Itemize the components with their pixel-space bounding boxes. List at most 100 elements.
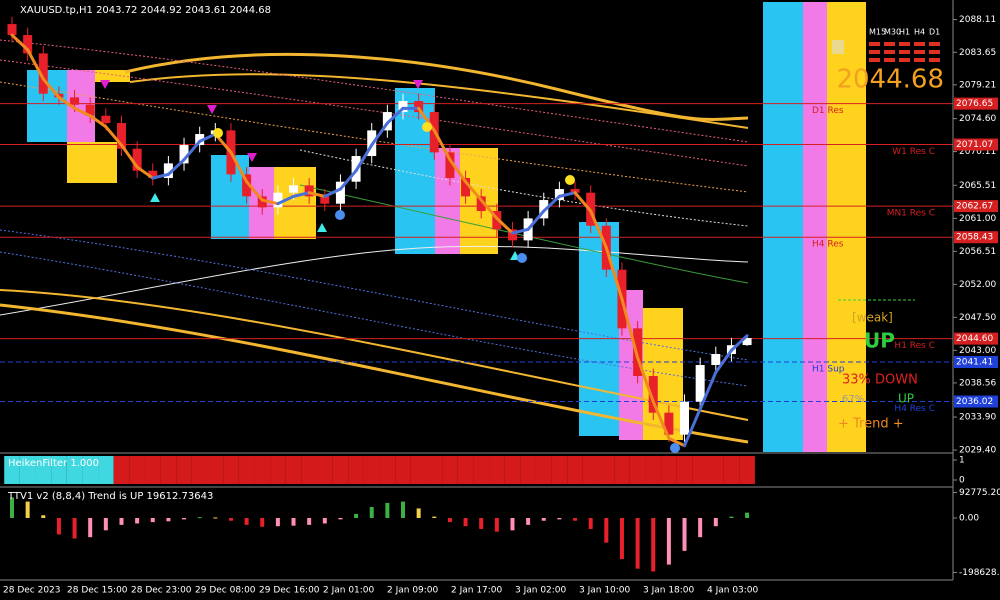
band-line	[0, 59, 749, 167]
x-tick-label: 2 Jan 17:00	[451, 586, 503, 596]
zone	[643, 308, 683, 440]
signal-segment	[385, 106, 405, 125]
oscillator-bar	[88, 518, 93, 538]
signal-segment	[464, 180, 483, 202]
dot	[335, 210, 345, 220]
signal-segment	[119, 143, 139, 169]
oscillator-bar	[635, 518, 640, 569]
candle-body	[445, 152, 455, 179]
oscillator-bar	[479, 518, 484, 529]
signal-segment	[73, 106, 92, 118]
state-bar	[160, 456, 177, 484]
price-tag-label: 2036.02	[956, 397, 993, 407]
zone	[95, 70, 130, 82]
timeframe-cell	[884, 58, 895, 62]
x-tick-label: 3 Jan 10:00	[579, 586, 631, 596]
oscillator-bar	[197, 517, 202, 519]
oscillator-bar	[573, 518, 578, 521]
state-bar	[35, 456, 52, 484]
oscillator-bar	[619, 518, 624, 560]
state-bar	[144, 456, 161, 484]
state-bar	[82, 456, 99, 484]
strength: [weak]	[852, 311, 893, 325]
y-tick-label: 2038.56	[959, 378, 996, 388]
current-price: 2044.68	[836, 65, 944, 95]
candle-body	[257, 196, 267, 208]
signal-segment	[667, 436, 687, 448]
timeframe-label: H1	[899, 28, 910, 37]
signal-segment	[323, 187, 342, 198]
oscillator-bar	[213, 517, 218, 519]
oscillator-bar	[385, 502, 390, 518]
envelopes	[0, 39, 915, 444]
signal-segment	[526, 209, 546, 231]
candle-body	[85, 104, 95, 116]
timeframe-cell	[884, 42, 895, 46]
pane-label: HeikenFilter 1.000	[8, 458, 99, 469]
y-tick-label: 2029.40	[959, 446, 996, 456]
x-tick-label: 4 Jan 03:00	[707, 586, 759, 596]
band-line	[0, 39, 749, 143]
oscillator-bar	[244, 518, 249, 525]
candle-body	[101, 115, 111, 124]
timeframe-cell	[869, 50, 880, 54]
y-tick-label: 2052.00	[959, 280, 996, 290]
state-bar	[207, 456, 224, 484]
band-line	[0, 289, 749, 421]
y-tick-label: 2088.11	[959, 15, 996, 25]
candle-body	[680, 401, 690, 435]
candle-body	[476, 196, 486, 212]
oscillator-bar	[291, 518, 296, 526]
timeframe-cell	[899, 50, 910, 54]
oscillator-bar	[447, 518, 452, 523]
y-tick-label: 2070.11	[959, 147, 996, 157]
candle-body	[695, 365, 705, 402]
state-bar	[598, 456, 615, 484]
signal-segment	[557, 191, 577, 198]
up-share: 67%	[842, 394, 864, 405]
timeframe-cell	[914, 42, 925, 46]
x-tick-label: 29 Dec 08:00	[195, 586, 256, 596]
state-bar	[317, 456, 333, 484]
y-tick-label: 2061.00	[959, 214, 996, 224]
price-tag	[954, 97, 998, 110]
x-tick-label: 28 Dec 2023	[3, 586, 61, 596]
oscillator-bar	[275, 518, 280, 527]
stripe	[803, 2, 827, 452]
candle-body	[461, 178, 471, 197]
band-line	[124, 52, 749, 121]
level-name: W1 Res C	[892, 147, 935, 157]
price-tag-label: 2058.43	[956, 233, 993, 243]
x-tick-label: 3 Jan 02:00	[515, 586, 567, 596]
dot	[517, 253, 527, 263]
oscillator-bar	[25, 501, 30, 518]
candle-body	[273, 192, 283, 208]
candle-body	[70, 97, 80, 105]
candle-body	[23, 35, 33, 54]
state-bar	[98, 456, 114, 484]
candle-body	[289, 185, 299, 193]
oscillator-bar	[494, 518, 499, 532]
level-name: MN1 Res C	[887, 209, 935, 219]
x-tick-label: 2 Jan 01:00	[323, 586, 375, 596]
state-bar	[113, 456, 130, 484]
state-bar	[426, 456, 443, 484]
arrow-down	[413, 80, 423, 89]
oscillator-bar	[541, 518, 546, 521]
oscillator-bar	[557, 518, 562, 520]
state-bar	[348, 456, 364, 484]
oscillator-bar	[510, 518, 515, 531]
level-name: D1 Res	[812, 106, 844, 116]
price-tag	[954, 138, 998, 151]
band-line	[0, 229, 749, 361]
oscillator-bar	[150, 518, 155, 523]
x-tick-label: 28 Dec 15:00	[67, 586, 128, 596]
signal-segment	[229, 150, 249, 184]
x-tick-label: 28 Dec 23:00	[131, 586, 192, 596]
candle-body	[742, 338, 752, 346]
state-bar	[567, 456, 583, 484]
state-bar	[238, 456, 255, 484]
state-bar	[582, 456, 599, 484]
oscillator-bar	[322, 518, 327, 524]
oscillator-bar	[463, 518, 468, 527]
